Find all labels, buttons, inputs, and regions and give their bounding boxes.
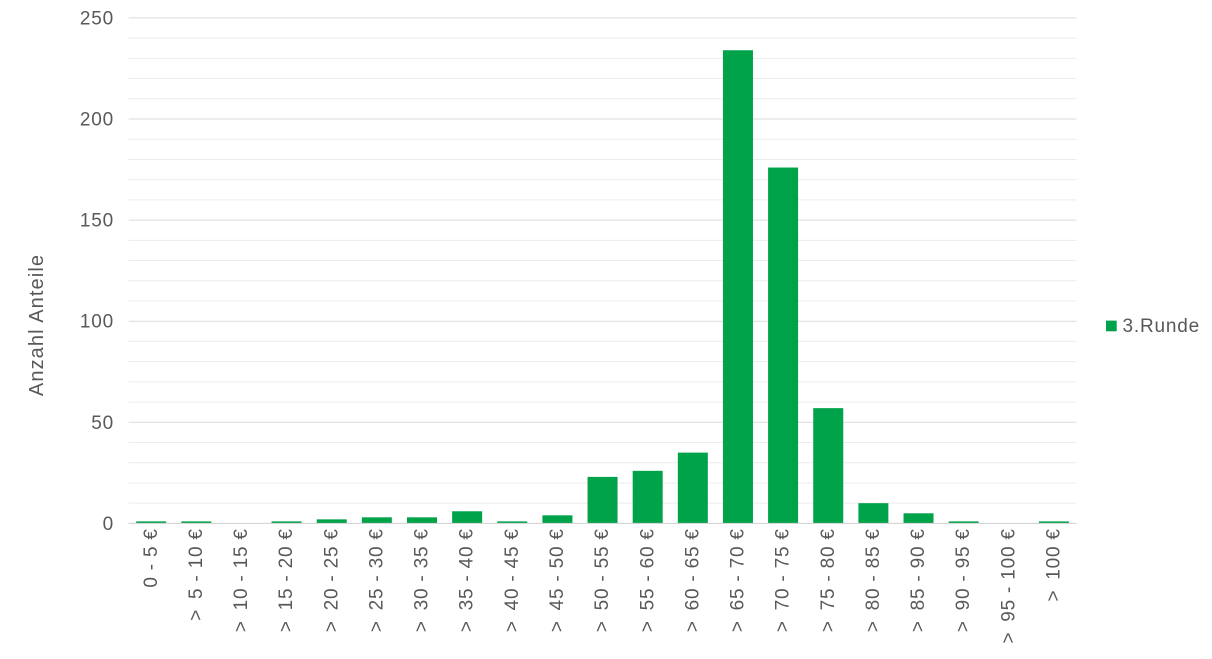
svg-text:> 40 - 45 €: > 40 - 45 € — [502, 528, 523, 632]
svg-text:Anzahl Anteile: Anzahl Anteile — [26, 254, 48, 396]
svg-text:> 95 - 100 €: > 95 - 100 € — [998, 528, 1019, 643]
svg-text:> 35 - 40 €: > 35 - 40 € — [457, 528, 478, 632]
svg-text:> 5 - 10 €: > 5 - 10 € — [186, 528, 207, 621]
svg-text:50: 50 — [91, 413, 114, 434]
svg-text:> 60 - 65 €: > 60 - 65 € — [682, 528, 703, 632]
svg-text:> 55 - 60 €: > 55 - 60 € — [637, 528, 658, 632]
svg-text:> 70 - 75 €: > 70 - 75 € — [773, 528, 794, 632]
svg-text:200: 200 — [80, 110, 114, 131]
svg-text:> 45 - 50 €: > 45 - 50 € — [547, 528, 568, 632]
svg-text:> 30 - 35 €: > 30 - 35 € — [412, 528, 433, 632]
svg-text:0 - 5 €: 0 - 5 € — [141, 528, 162, 587]
svg-text:> 85 - 90 €: > 85 - 90 € — [908, 528, 929, 632]
svg-text:> 20 - 25 €: > 20 - 25 € — [321, 528, 342, 632]
svg-text:3.Runde: 3.Runde — [1123, 316, 1200, 337]
svg-text:0: 0 — [103, 514, 114, 535]
svg-text:> 80 - 85 €: > 80 - 85 € — [863, 528, 884, 632]
svg-text:> 90 - 95 €: > 90 - 95 € — [953, 528, 974, 632]
svg-text:> 10 - 15 €: > 10 - 15 € — [231, 528, 252, 632]
svg-text:> 100 €: > 100 € — [1044, 528, 1065, 601]
svg-text:> 75 - 80 €: > 75 - 80 € — [818, 528, 839, 632]
svg-text:100: 100 — [80, 312, 114, 333]
svg-text:> 65 - 70 €: > 65 - 70 € — [728, 528, 749, 632]
svg-text:150: 150 — [80, 211, 114, 232]
svg-text:> 25 - 30 €: > 25 - 30 € — [366, 528, 387, 632]
svg-text:> 50 - 55 €: > 50 - 55 € — [592, 528, 613, 632]
svg-text:250: 250 — [80, 8, 114, 29]
svg-text:> 15 - 20 €: > 15 - 20 € — [276, 528, 297, 632]
